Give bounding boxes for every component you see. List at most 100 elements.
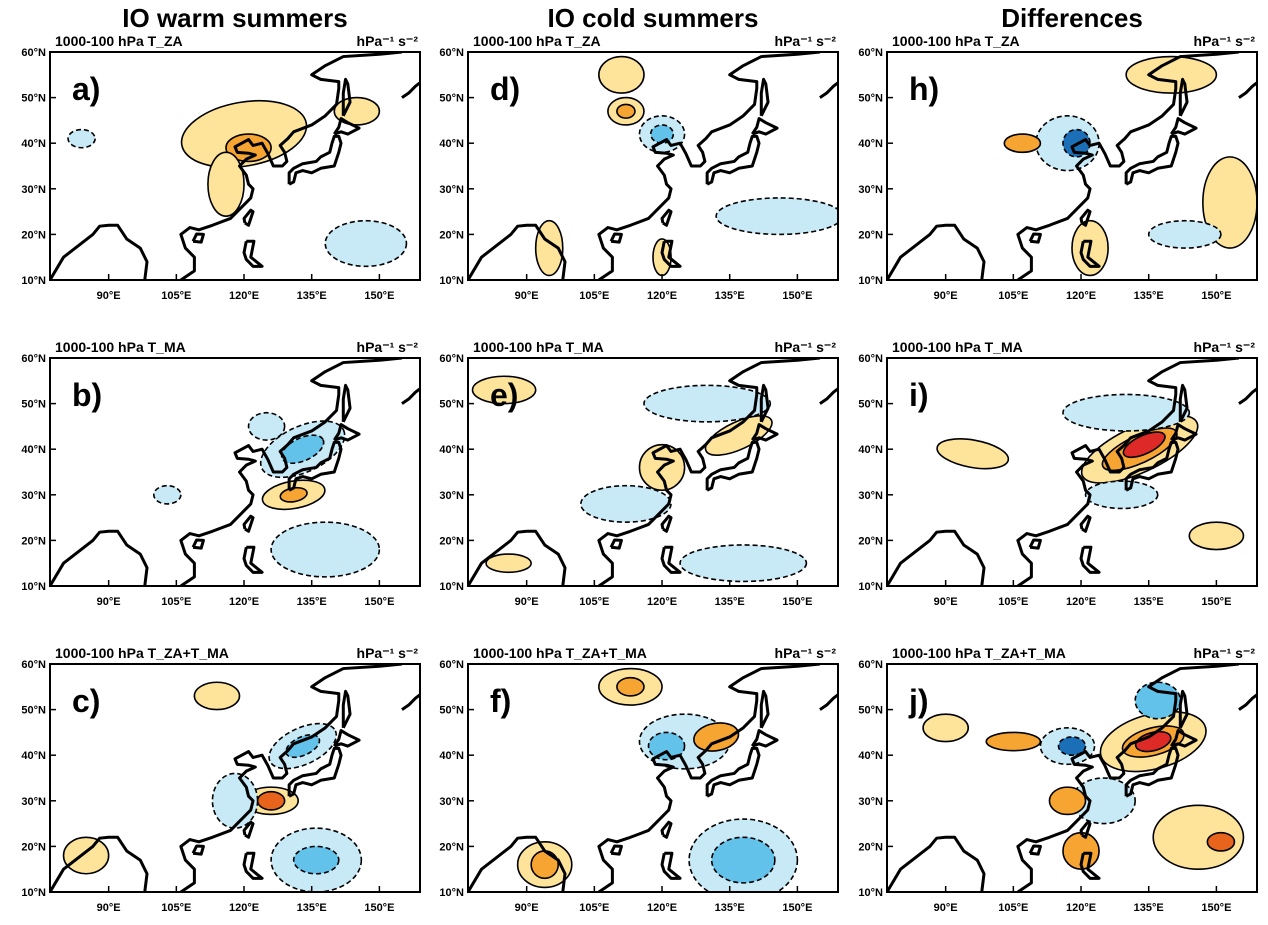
contour-region <box>935 434 1011 473</box>
coastline <box>761 79 768 115</box>
panel-title: 1000-100 hPa T_ZA <box>55 33 183 49</box>
coastline <box>244 853 262 878</box>
coastline <box>887 837 984 892</box>
map-frame <box>468 52 838 280</box>
coastline <box>887 531 984 586</box>
figure: IO warm summers1000-100 hPa T_ZAhPa⁻¹ s⁻… <box>0 0 1268 925</box>
lon-tick-label: 135°E <box>1134 596 1164 608</box>
lon-tick-label: 105°E <box>998 902 1028 914</box>
lon-tick-label: 135°E <box>715 902 745 914</box>
column-title: IO cold summers <box>548 3 759 33</box>
lat-tick-label: 50°N <box>858 93 883 105</box>
map-panel <box>50 664 425 892</box>
lon-tick-label: 120°E <box>229 290 259 302</box>
lon-tick-label: 150°E <box>364 902 394 914</box>
lat-tick-label: 50°N <box>439 93 464 105</box>
lon-tick-label: 120°E <box>647 596 677 608</box>
panel-title: 1000-100 hPa T_ZA <box>892 33 1020 49</box>
coastline <box>1030 846 1040 854</box>
lat-tick-label: 60°N <box>21 659 46 671</box>
lat-tick-label: 60°N <box>439 47 464 59</box>
lat-tick-label: 20°N <box>858 841 883 853</box>
coastline <box>50 531 147 586</box>
coastline <box>343 385 350 421</box>
coastline <box>611 846 621 854</box>
lat-tick-label: 10°N <box>439 581 464 593</box>
contour-region <box>294 846 339 873</box>
lat-tick-label: 10°N <box>439 275 464 287</box>
coastline <box>402 385 425 403</box>
lat-tick-label: 40°N <box>439 444 464 456</box>
lat-tick-label: 60°N <box>21 353 46 365</box>
lon-tick-label: 90°E <box>97 596 121 608</box>
coastline <box>662 210 671 225</box>
map-panel <box>468 358 843 586</box>
lon-tick-label: 105°E <box>998 290 1028 302</box>
contour-region <box>64 837 109 873</box>
units: hPa⁻¹ s⁻² <box>1194 645 1256 661</box>
lat-tick-label: 40°N <box>439 750 464 762</box>
lon-tick-label: 90°E <box>97 290 121 302</box>
lon-tick-label: 105°E <box>579 290 609 302</box>
panel-label: h) <box>909 71 939 107</box>
coastline <box>193 846 203 854</box>
panel-title: 1000-100 hPa T_ZA+T_MA <box>55 645 229 661</box>
lat-tick-label: 20°N <box>21 841 46 853</box>
column-title: IO warm summers <box>122 3 347 33</box>
lat-tick-label: 60°N <box>21 47 46 59</box>
coastline <box>1171 119 1196 135</box>
coastline <box>611 540 621 548</box>
lat-tick-label: 50°N <box>858 705 883 717</box>
lat-tick-label: 40°N <box>858 750 883 762</box>
lat-tick-label: 60°N <box>858 47 883 59</box>
lat-tick-label: 20°N <box>21 229 46 241</box>
coastline <box>402 79 425 97</box>
units: hPa⁻¹ s⁻² <box>357 645 419 661</box>
coastline <box>1081 516 1090 531</box>
lon-tick-label: 135°E <box>297 902 327 914</box>
contour-region <box>680 545 806 581</box>
lon-tick-label: 150°E <box>1201 596 1231 608</box>
lon-tick-label: 90°E <box>515 596 539 608</box>
lat-tick-label: 10°N <box>439 887 464 899</box>
lat-tick-label: 20°N <box>858 229 883 241</box>
units: hPa⁻¹ s⁻² <box>357 339 419 355</box>
coastline <box>752 731 777 747</box>
lon-tick-label: 135°E <box>297 596 327 608</box>
lon-tick-label: 135°E <box>715 596 745 608</box>
coastline <box>343 691 350 727</box>
lat-tick-label: 30°N <box>21 796 46 808</box>
lat-tick-label: 10°N <box>21 275 46 287</box>
lat-tick-label: 10°N <box>858 275 883 287</box>
lon-tick-label: 105°E <box>579 902 609 914</box>
contour-region <box>531 851 558 878</box>
coastline <box>1239 385 1262 403</box>
lon-tick-label: 105°E <box>998 596 1028 608</box>
contour-region <box>1189 522 1243 549</box>
coastline <box>193 234 203 242</box>
lat-tick-label: 30°N <box>858 796 883 808</box>
map-panel <box>468 664 843 901</box>
coastline <box>820 79 843 97</box>
lon-tick-label: 105°E <box>161 290 191 302</box>
lon-tick-label: 120°E <box>1066 596 1096 608</box>
lat-tick-label: 50°N <box>439 399 464 411</box>
panel-label: j) <box>908 683 929 719</box>
contour-region <box>617 678 644 696</box>
coastline <box>752 119 777 135</box>
lon-tick-label: 135°E <box>297 290 327 302</box>
lon-tick-label: 105°E <box>579 596 609 608</box>
lon-tick-label: 135°E <box>1134 902 1164 914</box>
lat-tick-label: 30°N <box>858 184 883 196</box>
contour-region <box>212 773 257 828</box>
contour-region <box>923 714 968 741</box>
panel-label: c) <box>72 683 100 719</box>
coastline <box>334 731 359 747</box>
units: hPa⁻¹ s⁻² <box>1194 339 1256 355</box>
panel-label: f) <box>490 683 511 719</box>
lon-tick-label: 150°E <box>364 596 394 608</box>
lat-tick-label: 50°N <box>21 705 46 717</box>
coastline <box>1126 136 1178 184</box>
coastline <box>1239 79 1262 97</box>
lon-tick-label: 90°E <box>97 902 121 914</box>
